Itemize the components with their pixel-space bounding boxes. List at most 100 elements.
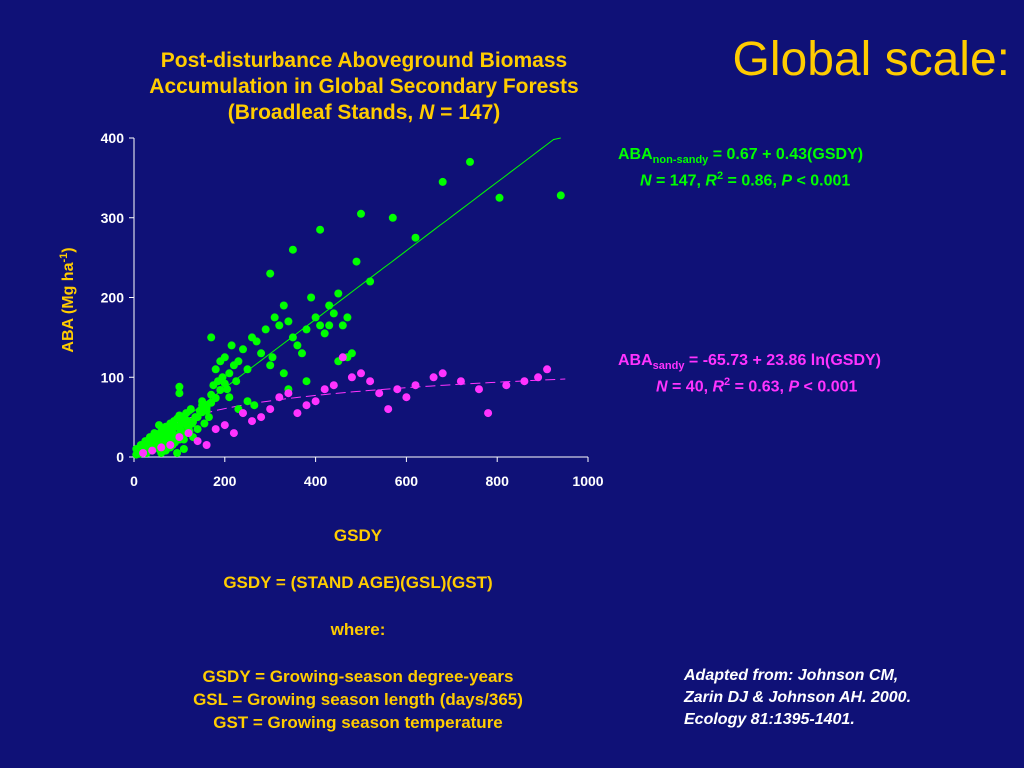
non-sandy-point — [284, 317, 293, 326]
sandy-point — [534, 373, 543, 382]
non-sandy-point — [193, 425, 202, 434]
citation-line-3: Ecology 81:1395-1401. — [684, 711, 855, 728]
non-sandy-point — [225, 369, 234, 378]
y-tick-label: 300 — [101, 210, 125, 226]
non-sandy-point — [239, 345, 247, 354]
eq-green-aba: ABA — [618, 146, 653, 163]
non-sandy-point — [366, 277, 375, 286]
non-sandy-point — [438, 177, 447, 186]
sandy-point — [347, 373, 356, 382]
y-tick-label: 200 — [101, 290, 125, 306]
chart-title-line-3: (Broadleaf Stands, N = 147) — [96, 100, 632, 126]
non-sandy-point — [352, 257, 361, 266]
where-label: where: — [330, 620, 386, 639]
eq-pink-rhs: = -65.73 + 23.86 ln(GSDY) — [684, 352, 882, 369]
equation-non-sandy: ABAnon-sandy = 0.67 + 0.43(GSDY) N = 147… — [618, 146, 863, 191]
eq-green-sub: non-sandy — [652, 154, 709, 167]
non-sandy-point — [207, 333, 216, 342]
definitions-gap-3 — [150, 641, 566, 665]
eq-green-n-val: = 147, — [651, 172, 706, 190]
x-tick-label: 600 — [395, 473, 419, 489]
non-sandy-point — [234, 357, 243, 366]
non-sandy-point — [320, 329, 329, 338]
sandy-point — [202, 441, 211, 449]
sandy-point — [229, 429, 238, 438]
non-sandy-point — [275, 321, 284, 330]
equation-non-sandy-stats: N = 147, R2 = 0.86, P < 0.001 — [640, 170, 863, 190]
non-sandy-point — [175, 382, 184, 391]
non-sandy-point — [293, 341, 302, 350]
non-sandy-point — [325, 321, 334, 330]
non-sandy-point — [357, 209, 365, 218]
eq-pink-r-val: = 0.63, — [730, 378, 789, 396]
non-sandy-point — [266, 269, 275, 278]
gsl-definition: GSL = Growing season length (days/365) — [193, 690, 523, 709]
definitions: GSDY GSDY = (STAND AGE)(GSL)(GST) where:… — [150, 524, 566, 734]
eq-pink-p-val: < 0.001 — [799, 378, 858, 396]
y-tick-label: 100 — [101, 369, 125, 385]
sandy-point — [402, 393, 411, 402]
sandy-point — [520, 377, 529, 386]
eq-green-p: P — [781, 172, 793, 190]
sandy-point — [220, 421, 229, 430]
non-sandy-point — [186, 405, 195, 414]
sandy-point — [175, 433, 184, 442]
non-sandy-point — [204, 413, 213, 422]
eq-pink-n: N — [656, 378, 668, 396]
sandy-point — [357, 369, 365, 378]
non-sandy-point — [220, 379, 229, 388]
definitions-gap-2 — [150, 594, 566, 618]
equation-non-sandy-formula: ABAnon-sandy = 0.67 + 0.43(GSDY) — [618, 146, 863, 166]
non-sandy-point — [302, 325, 311, 334]
y-tick-label: 400 — [101, 130, 125, 146]
eq-green-p-val: < 0.001 — [792, 172, 851, 190]
non-sandy-point — [250, 401, 259, 410]
sandy-point — [266, 405, 275, 414]
non-sandy-point — [252, 337, 261, 346]
non-sandy-point — [495, 193, 504, 202]
non-sandy-point — [175, 389, 184, 398]
non-sandy-point — [343, 313, 352, 322]
non-sandy-point — [329, 309, 338, 318]
citation-line-2: Zarin DJ & Johnson AH. 2000. — [684, 689, 912, 706]
sandy-point — [148, 446, 157, 455]
sandy-point — [543, 365, 552, 374]
non-sandy-point — [302, 377, 311, 386]
x-axis-label: GSDY — [333, 526, 383, 545]
eq-pink-n-val: = 40, — [667, 378, 713, 396]
non-sandy-point — [211, 394, 220, 402]
x-tick-label: 400 — [304, 473, 328, 489]
non-sandy-point — [411, 233, 420, 242]
sandy-point — [184, 429, 193, 438]
sandy-point — [193, 437, 202, 446]
sandy-point — [502, 381, 511, 390]
eq-green-r-val: = 0.86, — [723, 172, 782, 190]
eq-pink-r: R — [712, 378, 725, 396]
non-sandy-point — [316, 321, 325, 330]
eq-pink-sub: sandy — [652, 360, 685, 373]
sandy-point — [284, 389, 293, 398]
non-sandy-point — [268, 353, 277, 362]
non-sandy-point — [298, 349, 306, 358]
sandy-point — [311, 397, 320, 406]
non-sandy-point — [288, 333, 297, 342]
sandy-point — [338, 353, 347, 362]
sandy-point — [157, 443, 166, 452]
x-tick-label: 800 — [486, 473, 510, 489]
sandy-point — [302, 401, 311, 410]
non-sandy-point — [216, 386, 225, 394]
sandy-point — [366, 377, 375, 386]
non-sandy-point — [266, 361, 275, 370]
gsdy-formula: GSDY = (STAND AGE)(GSL)(GST) — [223, 573, 493, 592]
sandy-point — [475, 385, 483, 394]
equation-sandy-formula: ABAsandy = -65.73 + 23.86 ln(GSDY) — [618, 352, 881, 372]
sandy-point — [329, 381, 338, 390]
sandy-point — [384, 405, 393, 414]
slide-title: Global scale: — [732, 33, 1010, 86]
y-tick-label: 0 — [116, 449, 124, 465]
non-sandy-point — [311, 313, 320, 322]
eq-green-r: R — [705, 172, 717, 190]
non-sandy-point — [325, 301, 334, 310]
non-sandy-point — [227, 341, 236, 350]
sandy-point — [438, 369, 447, 378]
